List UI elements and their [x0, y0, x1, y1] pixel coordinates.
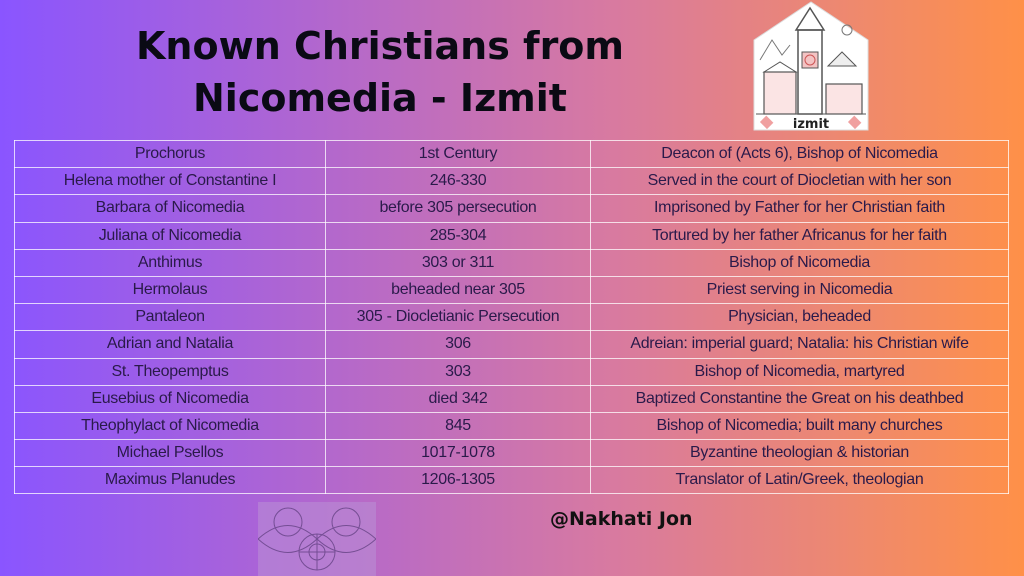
logo-text: izmit	[793, 117, 829, 132]
name-cell: St. Theopemptus	[14, 357, 326, 386]
name-cell: Anthimus	[14, 248, 326, 277]
date-cell: 303 or 311	[325, 248, 591, 277]
name-cell: Pantaleon	[14, 303, 326, 332]
table-row: Eusebius of Nicomedia died 342 Baptized Co…	[14, 384, 1009, 413]
description-cell: Adreian: imperial guard; Natalia: his Ch…	[590, 330, 1009, 359]
description-cell: Bishop of Nicomedia, martyred	[590, 357, 1009, 386]
description-cell: Translator of Latin/Greek, theologian	[590, 466, 1009, 495]
name-cell: Prochorus	[14, 139, 326, 169]
description-cell: Deacon of (Acts 6), Bishop of Nicomedia	[590, 139, 1009, 169]
date-cell: died 342	[325, 384, 591, 413]
date-cell: 305 - Diocletianic Persecution	[325, 303, 591, 332]
date-cell: beheaded near 305	[325, 275, 591, 305]
table-row: Prochorus 1st Century Deacon of (Acts 6), …	[14, 139, 1009, 169]
description-cell: Bishop of Nicomedia	[590, 248, 1009, 277]
name-cell: Juliana of Nicomedia	[14, 221, 326, 250]
description-cell: Priest serving in Nicomedia	[590, 275, 1009, 305]
date-cell: 1206-1305	[325, 466, 591, 495]
name-cell: Michael Psellos	[14, 439, 326, 468]
name-cell: Hermolaus	[14, 275, 326, 305]
name-cell: Adrian and Natalia	[14, 330, 326, 359]
name-cell: Barbara of Nicomedia	[14, 194, 326, 223]
description-cell: Byzantine theologian & historian	[590, 439, 1009, 468]
christians-table: Prochorus 1st Century Deacon of (Acts 6), …	[14, 139, 1009, 495]
table-row: Barbara of Nicomedia before 305 persecuti…	[14, 194, 1009, 223]
table-row: St. Theopemptus 303 Bishop of Nicomedia, m…	[14, 357, 1009, 386]
name-cell: Helena mother of Constantine I	[14, 167, 326, 196]
page-title: Known Christians from Nicomedia - Izmit	[135, 24, 625, 120]
date-cell: 1017-1078	[325, 439, 591, 468]
date-cell: 306	[325, 330, 591, 359]
date-cell: 246-330	[325, 167, 591, 196]
name-cell: Theophylact of Nicomedia	[14, 411, 326, 441]
table-row: Michael Psellos 1017-1078 Byzantine theolo…	[14, 439, 1009, 468]
description-cell: Served in the court of Diocletian with h…	[590, 167, 1009, 196]
ornamental-pattern	[258, 502, 376, 576]
table-row: Anthimus 303 or 311 Bishop of Nicomedia	[14, 248, 1009, 277]
table-row: Hermolaus beheaded near 305 Priest serving…	[14, 275, 1009, 305]
date-cell: 1st Century	[325, 139, 591, 169]
date-cell: before 305 persecution	[325, 194, 591, 223]
date-cell: 845	[325, 411, 591, 441]
table-row: Theophylact of Nicomedia 845 Bishop of Nic…	[14, 411, 1009, 441]
description-cell: Imprisoned by Father for her Christian f…	[590, 194, 1009, 223]
description-cell: Bishop of Nicomedia; built many churches	[590, 411, 1009, 441]
name-cell: Maximus Planudes	[14, 466, 326, 495]
description-cell: Physician, beheaded	[590, 303, 1009, 332]
table-row: Maximus Planudes 1206-1305 Translator of L…	[14, 466, 1009, 495]
author-handle: @Nakhati Jon	[550, 508, 693, 530]
date-cell: 303	[325, 357, 591, 386]
description-cell: Baptized Constantine the Great on his de…	[590, 384, 1009, 413]
izmit-logo: izmit	[753, 1, 869, 132]
table-row: Juliana of Nicomedia 285-304 Tortured by h…	[14, 221, 1009, 250]
table-row: Pantaleon 305 - Diocletianic Persecution P…	[14, 303, 1009, 332]
name-cell: Eusebius of Nicomedia	[14, 384, 326, 413]
description-cell: Tortured by her father Africanus for her…	[590, 221, 1009, 250]
table-row: Adrian and Natalia 306 Adreian: imperial g…	[14, 330, 1009, 359]
date-cell: 285-304	[325, 221, 591, 250]
table-row: Helena mother of Constantine I 246-330 Ser…	[14, 167, 1009, 196]
